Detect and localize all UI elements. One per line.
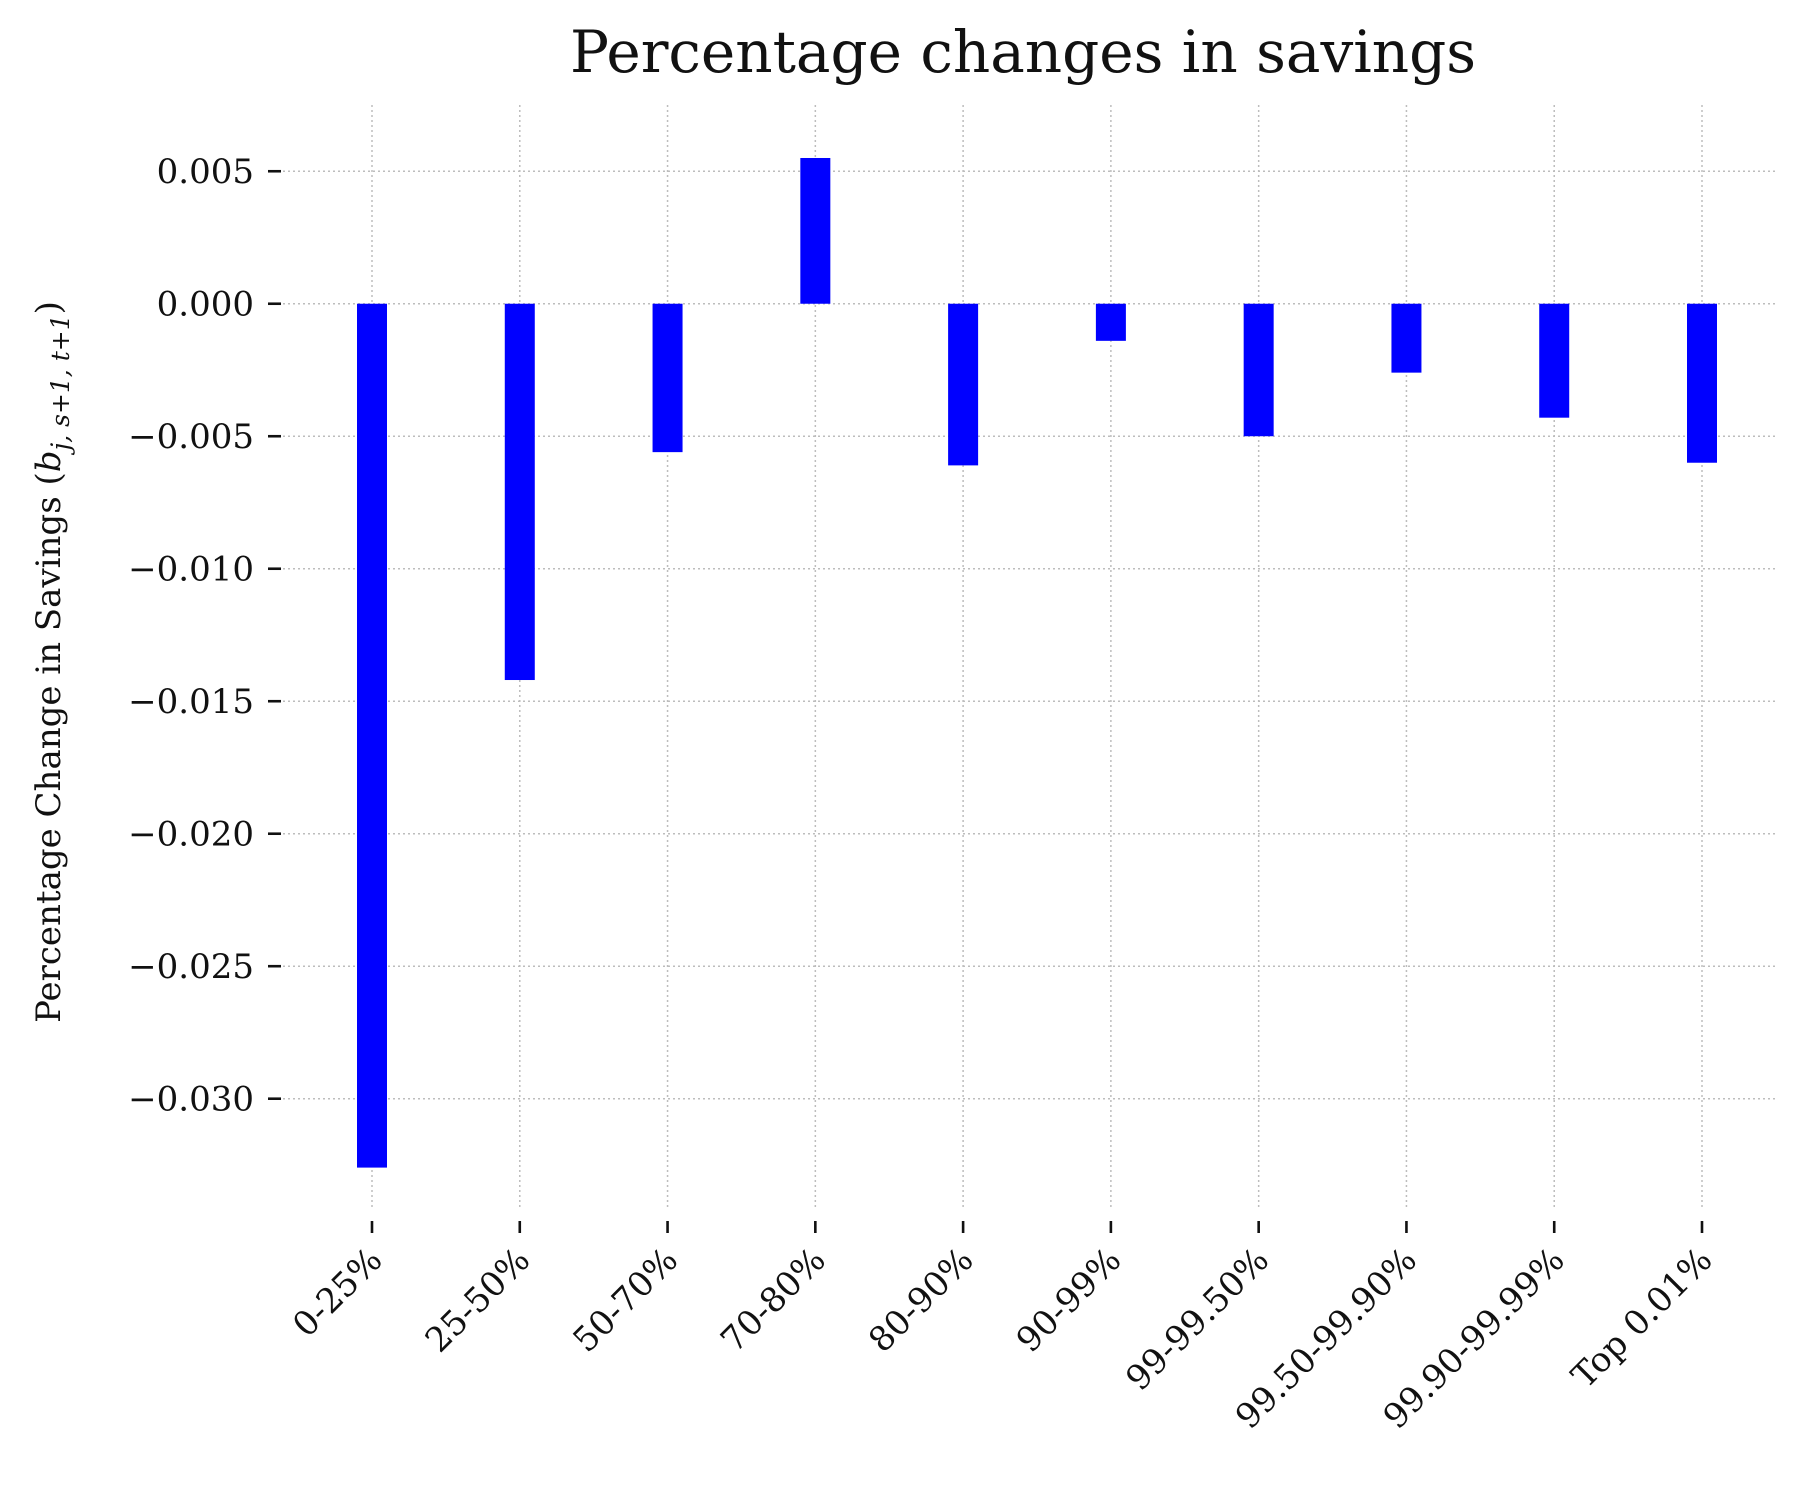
bar bbox=[1391, 303, 1422, 373]
chart-title: Percentage changes in savings bbox=[570, 18, 1476, 86]
x-tick-label: 25-50% bbox=[418, 1240, 538, 1360]
x-tick-label: 50-70% bbox=[565, 1240, 685, 1360]
y-tick-label: −0.030 bbox=[128, 1080, 254, 1120]
y-axis-label-math-subscript: j, s+1, t+1 bbox=[46, 314, 75, 455]
y-axis-label-math-base: b bbox=[29, 451, 69, 473]
y-axis: 0.005 0.000 −0.005 −0.010 −0.015 −0.020 −0.025… bbox=[128, 152, 281, 1120]
bar bbox=[357, 303, 387, 1168]
x-tick-label: 70-80% bbox=[713, 1240, 833, 1360]
grid-layer bbox=[283, 105, 1778, 1210]
bar bbox=[1095, 303, 1126, 341]
x-axis: 0-25% 25-50% 50-70% 70-80% 80-90% 90-99%99-99… bbox=[285, 1221, 1720, 1437]
y-tick-label: −0.005 bbox=[128, 417, 254, 457]
x-tick-label: 80-90% bbox=[861, 1240, 981, 1360]
bar bbox=[504, 303, 535, 681]
y-axis-label-open-paren: ( bbox=[29, 472, 69, 496]
bar bbox=[652, 303, 683, 453]
y-tick-label: −0.025 bbox=[128, 947, 254, 987]
bar bbox=[948, 303, 979, 466]
y-axis-label-text: Percentage Change in Savings bbox=[29, 496, 69, 1023]
y-tick-label: −0.010 bbox=[128, 550, 254, 590]
x-tick-label: 99-99.50% bbox=[1118, 1240, 1277, 1399]
y-tick-label: −0.020 bbox=[128, 815, 254, 855]
x-tick-label: Top 0.01% bbox=[1564, 1240, 1720, 1396]
bar bbox=[800, 157, 831, 304]
bar bbox=[1687, 303, 1717, 463]
y-tick-label: 0.000 bbox=[157, 285, 254, 325]
y-tick-label: 0.005 bbox=[157, 152, 254, 192]
y-tick-label: −0.015 bbox=[128, 682, 254, 722]
y-axis-label-close-paren: ) bbox=[29, 301, 69, 314]
bars-layer bbox=[357, 157, 1717, 1168]
bar bbox=[1243, 303, 1274, 437]
bar bbox=[1539, 303, 1570, 418]
x-tick-label: 90-99% bbox=[1009, 1240, 1129, 1360]
x-tick-label: 0-25% bbox=[285, 1240, 390, 1345]
y-axis-label: Percentage Change in Savings (bj, s+1, t… bbox=[29, 301, 75, 1023]
